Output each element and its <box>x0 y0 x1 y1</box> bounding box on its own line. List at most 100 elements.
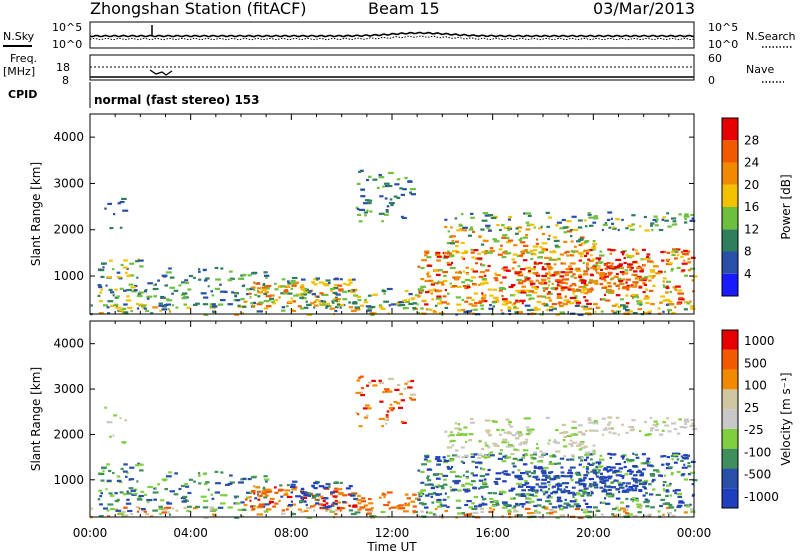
data-cell <box>370 313 375 316</box>
data-cell <box>501 441 507 444</box>
data-cell <box>538 466 543 469</box>
data-cell <box>489 497 494 501</box>
data-cell <box>556 496 562 499</box>
data-cell <box>301 492 305 495</box>
data-cell <box>166 501 170 504</box>
data-cell <box>198 270 201 273</box>
data-cell <box>250 505 254 508</box>
data-cell <box>157 483 160 486</box>
data-cell <box>271 300 275 303</box>
data-cell <box>490 216 497 220</box>
data-cell <box>611 262 614 265</box>
data-cell <box>632 452 635 455</box>
data-cell <box>342 290 348 293</box>
data-cell <box>592 240 596 243</box>
data-cell <box>359 304 364 307</box>
data-cell <box>261 288 267 291</box>
data-cell <box>615 462 622 466</box>
data-cell <box>136 480 139 483</box>
data-cell <box>615 474 622 477</box>
data-cell <box>435 290 440 293</box>
data-cell <box>484 251 491 254</box>
data-cell <box>307 291 311 294</box>
data-cell <box>549 309 554 312</box>
data-cell <box>505 418 510 421</box>
data-cell <box>436 486 439 489</box>
data-cell <box>520 441 523 445</box>
freq-label: Freq. <box>10 52 37 65</box>
data-cell <box>217 303 224 306</box>
data-cell <box>153 295 157 298</box>
data-cell <box>129 262 135 265</box>
data-cell <box>612 515 617 518</box>
data-cell <box>356 208 360 211</box>
data-cell <box>450 431 453 434</box>
data-cell <box>592 452 596 455</box>
data-cell <box>666 417 670 420</box>
data-cell <box>434 253 441 256</box>
data-cell <box>542 474 548 477</box>
data-cell <box>674 250 679 253</box>
data-cell <box>517 265 521 268</box>
data-cell <box>400 193 405 196</box>
data-cell <box>577 226 583 229</box>
data-cell <box>569 466 576 469</box>
data-cell <box>528 280 534 283</box>
data-cell <box>452 250 458 253</box>
data-cell <box>524 493 531 496</box>
data-cell <box>97 294 101 297</box>
data-cell <box>549 478 552 481</box>
data-cell <box>214 470 219 473</box>
data-cell <box>666 489 669 492</box>
data-cell <box>259 291 263 294</box>
data-cell <box>141 509 146 512</box>
data-cell <box>559 275 565 278</box>
data-cell <box>325 509 328 513</box>
data-cell <box>356 182 361 185</box>
data-cell <box>267 490 273 493</box>
data-cell <box>622 489 628 492</box>
data-cell <box>535 242 540 245</box>
data-cell <box>398 301 404 304</box>
data-cell <box>646 457 651 460</box>
data-cell <box>174 472 178 475</box>
data-cell <box>280 292 284 295</box>
data-cell <box>158 304 164 307</box>
data-cell <box>507 432 513 435</box>
data-cell <box>278 296 281 299</box>
data-cell <box>515 493 521 496</box>
data-cell <box>449 282 452 285</box>
data-cell <box>604 293 607 296</box>
data-cell <box>291 513 296 516</box>
data-cell <box>248 496 252 499</box>
data-cell <box>533 451 538 454</box>
data-cell <box>549 306 555 309</box>
data-cell <box>119 417 122 420</box>
data-cell <box>548 234 551 237</box>
data-cell <box>598 469 601 472</box>
data-cell <box>407 386 413 389</box>
data-cell <box>424 483 429 486</box>
data-cell <box>479 271 485 274</box>
data-cell <box>493 277 498 280</box>
data-cell <box>664 270 666 273</box>
data-cell <box>269 501 274 504</box>
data-cell <box>662 487 665 490</box>
data-cell <box>564 274 569 277</box>
data-cell <box>641 453 646 456</box>
data-cell <box>342 298 348 301</box>
data-cell <box>611 481 615 484</box>
data-cell <box>578 243 583 247</box>
data-cell <box>662 216 666 219</box>
data-cell <box>643 215 647 219</box>
data-cell <box>651 480 655 483</box>
data-cell <box>403 307 409 310</box>
data-cell <box>451 239 455 242</box>
data-cell <box>576 473 582 476</box>
data-cell <box>99 291 103 294</box>
data-cell <box>527 271 532 274</box>
data-cell <box>527 214 532 217</box>
data-cell <box>683 249 688 252</box>
data-cell <box>598 273 604 276</box>
